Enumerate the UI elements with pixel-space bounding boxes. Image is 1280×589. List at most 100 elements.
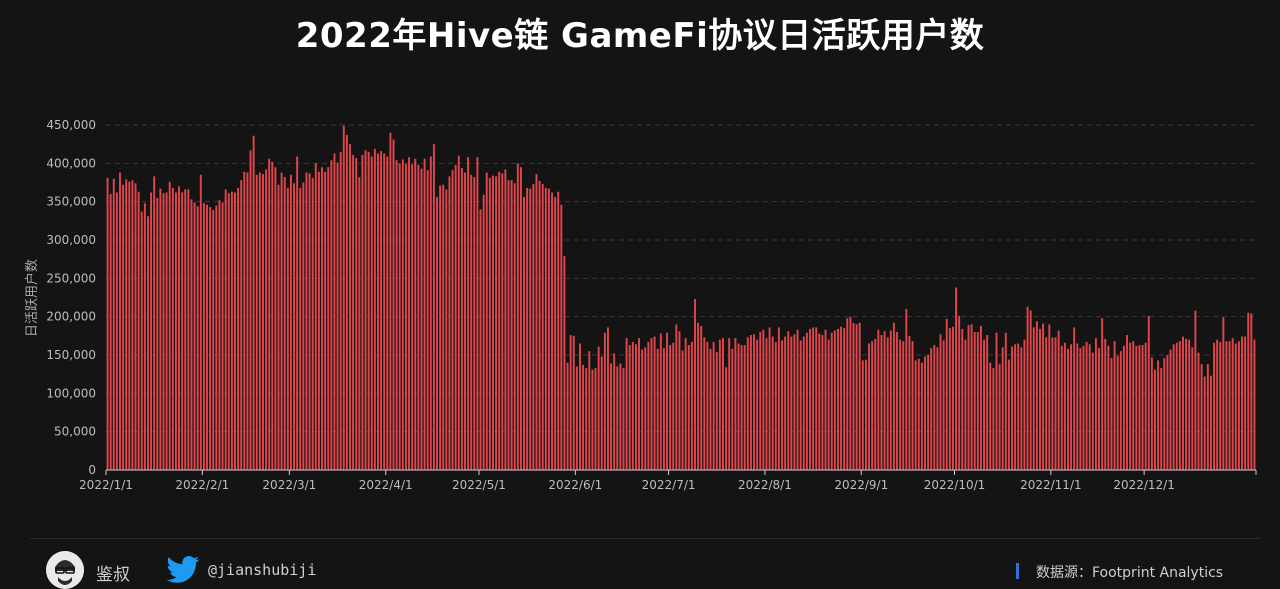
bar — [1098, 348, 1101, 470]
bar — [1017, 343, 1020, 470]
bar — [473, 177, 476, 470]
bar — [445, 189, 448, 470]
bar — [507, 180, 510, 470]
bar — [880, 335, 883, 470]
bar — [1129, 342, 1132, 470]
bar — [386, 156, 389, 470]
x-tick-label: 2022/11/1 — [1020, 478, 1082, 492]
bar — [414, 158, 417, 471]
bar — [771, 336, 774, 470]
x-tick-label: 2022/4/1 — [359, 478, 413, 492]
bar — [1001, 347, 1004, 470]
bar — [150, 192, 153, 470]
bar — [1088, 344, 1091, 470]
bar — [790, 336, 793, 470]
bar — [221, 202, 224, 470]
bar — [613, 353, 616, 470]
bar — [734, 338, 737, 470]
bar — [181, 192, 184, 470]
bar — [914, 360, 917, 470]
bar — [243, 171, 246, 470]
x-tick-label: 2022/1/1 — [79, 478, 133, 492]
bar — [793, 334, 796, 470]
bar — [892, 322, 895, 470]
bar — [1182, 336, 1184, 470]
bar — [625, 338, 628, 470]
bar — [557, 191, 560, 470]
bar — [380, 151, 383, 470]
bar — [519, 167, 522, 471]
bar — [958, 315, 961, 470]
bar — [1119, 351, 1122, 470]
bar — [802, 336, 805, 470]
bar — [327, 167, 330, 471]
bar — [607, 327, 609, 470]
bar — [1172, 344, 1175, 470]
bar — [265, 169, 268, 470]
bar — [818, 333, 821, 470]
bar — [1073, 327, 1076, 470]
twitter-icon — [166, 556, 200, 583]
bar — [1026, 306, 1029, 470]
bar — [193, 202, 196, 470]
bar — [902, 341, 905, 470]
bar — [352, 154, 355, 470]
bar — [317, 171, 320, 470]
bar — [610, 363, 613, 470]
bar — [1126, 335, 1128, 470]
bar — [510, 180, 513, 470]
bar — [634, 344, 637, 470]
bar — [768, 327, 771, 470]
bar — [924, 356, 926, 470]
x-tick-label: 2022/3/1 — [262, 478, 316, 492]
bar — [532, 184, 535, 470]
bar — [889, 330, 892, 470]
bar — [1011, 346, 1013, 470]
bar — [858, 322, 861, 470]
bar — [451, 170, 454, 471]
bar — [426, 170, 429, 471]
bar — [476, 157, 479, 470]
bar — [128, 181, 131, 471]
bar — [746, 337, 749, 470]
bar — [246, 172, 249, 470]
y-tick-label: 200,000 — [46, 310, 96, 324]
data-source-label: 数据源：Footprint Analytics — [1036, 565, 1224, 581]
bar — [174, 192, 177, 470]
bar — [383, 153, 386, 470]
bar — [597, 346, 600, 470]
bar — [1144, 342, 1147, 470]
bar — [178, 186, 181, 470]
bar — [920, 362, 923, 470]
bar — [647, 341, 650, 470]
bar — [373, 148, 376, 470]
bar — [1219, 341, 1222, 470]
bar — [787, 331, 790, 470]
bar — [1241, 336, 1243, 470]
y-tick-labels: 0 50,000 100,000 150,000 200,000 250,000 300,0… — [46, 118, 96, 477]
bar — [268, 158, 271, 471]
y-tick-label: 150,000 — [46, 348, 96, 362]
bar — [1067, 348, 1069, 470]
bar — [1107, 345, 1110, 470]
bar — [911, 341, 914, 470]
bar — [296, 156, 299, 470]
bar — [1023, 339, 1026, 470]
bar — [715, 351, 718, 470]
bar — [706, 341, 709, 470]
bar — [1032, 327, 1035, 470]
bar — [1231, 338, 1234, 470]
bar — [202, 203, 205, 470]
bar — [572, 335, 575, 470]
bar — [258, 172, 261, 470]
bar — [212, 210, 215, 470]
bar — [1004, 332, 1007, 470]
bar — [973, 332, 976, 470]
bar — [852, 322, 855, 470]
bar — [684, 338, 687, 470]
bar — [594, 368, 597, 470]
bar — [227, 193, 230, 471]
bar — [488, 177, 491, 470]
bar — [184, 189, 187, 470]
author-name: 鉴叔 — [96, 565, 130, 585]
